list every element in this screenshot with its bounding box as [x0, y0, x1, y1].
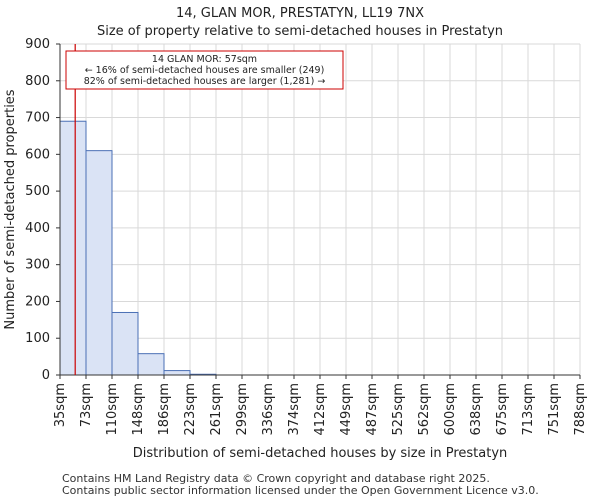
annotation-line: 82% of semi-detached houses are larger (… [84, 76, 326, 87]
y-tick-label: 700 [25, 111, 50, 126]
histogram-bar [137, 353, 165, 376]
x-tick-label: 713sqm [521, 383, 536, 436]
y-tick-label: 600 [25, 147, 50, 162]
x-tick-label: 299sqm [235, 383, 250, 436]
x-tick-label: 638sqm [469, 383, 484, 436]
histogram-bar [85, 150, 113, 376]
y-tick-label: 200 [25, 294, 50, 309]
x-tick-label: 374sqm [287, 383, 302, 436]
annotation-line: 14 GLAN MOR: 57sqm [152, 54, 257, 65]
x-tick-label: 148sqm [131, 383, 146, 436]
footer-copyright: Contains HM Land Registry data © Crown c… [62, 472, 490, 485]
annotation-line: ← 16% of semi-detached houses are smalle… [85, 65, 325, 76]
chart-subtitle: Size of property relative to semi-detach… [96, 24, 504, 39]
footer-licence: Contains public sector information licen… [62, 484, 539, 497]
y-tick-label: 900 [25, 37, 50, 52]
x-tick-label: 35sqm [53, 383, 68, 427]
x-tick-label: 336sqm [261, 383, 276, 436]
x-tick-label: 73sqm [79, 383, 94, 427]
x-tick-label: 751sqm [547, 383, 562, 436]
x-tick-label: 449sqm [339, 383, 354, 436]
histogram-bar [163, 370, 191, 376]
x-tick-label: 412sqm [313, 383, 328, 436]
histogram-bar [111, 311, 139, 376]
x-tick-label: 525sqm [391, 383, 406, 436]
x-tick-label: 562sqm [417, 383, 432, 436]
x-tick-label: 223sqm [183, 383, 198, 436]
x-tick-label: 487sqm [365, 383, 380, 436]
y-tick-label: 400 [25, 221, 50, 236]
y-tick-label: 500 [25, 184, 50, 199]
x-tick-label: 675sqm [495, 383, 510, 436]
annotation-box [65, 50, 344, 90]
x-tick-label: 186sqm [157, 383, 172, 436]
x-tick-label: 261sqm [209, 383, 224, 436]
histogram-bar [59, 120, 87, 376]
x-tick-label: 110sqm [105, 383, 120, 436]
y-tick-label: 300 [25, 258, 50, 273]
y-tick-label: 0 [42, 368, 50, 383]
x-axis-title: Distribution of semi-detached houses by … [133, 446, 508, 461]
y-axis-title: Number of semi-detached properties [3, 89, 18, 329]
x-tick-label: 788sqm [573, 383, 588, 436]
x-tick-label: 600sqm [443, 383, 458, 436]
chart-title: 14, GLAN MOR, PRESTATYN, LL19 7NX [175, 6, 424, 21]
y-tick-label: 800 [25, 74, 50, 89]
y-tick-label: 100 [25, 331, 50, 346]
